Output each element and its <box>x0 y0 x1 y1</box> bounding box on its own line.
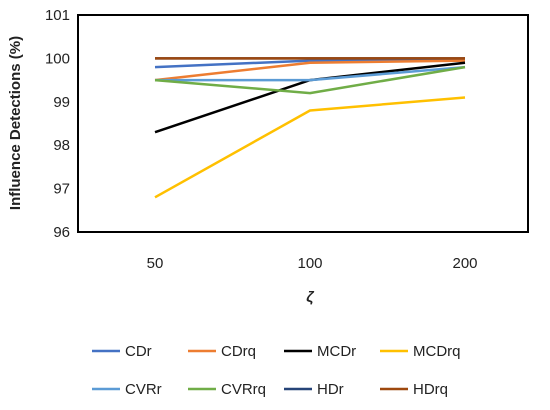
plot-area-frame <box>77 14 529 233</box>
y-tick-labels: 96 97 98 99 100 101 <box>45 7 70 241</box>
x-axis-title: ζ <box>306 289 314 306</box>
x-tick-label: 100 <box>297 255 322 272</box>
y-axis-title: Influence Detections (%) <box>7 36 24 210</box>
y-tick-label: 99 <box>53 94 70 111</box>
y-tick-label: 97 <box>53 181 70 198</box>
legend-label-mcdrq: MCDrq <box>413 343 461 360</box>
x-tick-labels: 50 100 200 <box>147 255 478 272</box>
legend-label-mcdr: MCDr <box>317 343 356 360</box>
series-line-cdrq <box>154 59 466 82</box>
legend: CDr CDrq MCDr MCDrq CVRr CVRrq HDr HDrq <box>92 343 461 398</box>
series-line-mcdr <box>154 61 466 134</box>
legend-label-cdrq: CDrq <box>221 343 256 360</box>
series-line-cvrr <box>155 65 466 82</box>
legend-label-hdr: HDr <box>317 381 344 398</box>
x-tick-label: 200 <box>452 255 477 272</box>
y-tick-label: 101 <box>45 7 70 24</box>
legend-label-cvrrq: CVRrq <box>221 381 266 398</box>
legend-label-cvrr: CVRr <box>125 381 162 398</box>
y-tick-label: 100 <box>45 50 70 67</box>
y-tick-label: 98 <box>53 137 70 154</box>
series-line-cvrrq <box>154 65 466 95</box>
series-line-mcdrq <box>154 96 466 199</box>
legend-label-cdr: CDr <box>125 343 152 360</box>
series-lines <box>154 57 466 199</box>
x-tick-label: 50 <box>147 255 164 272</box>
y-tick-label: 96 <box>53 224 70 241</box>
legend-label-hdrq: HDrq <box>413 381 448 398</box>
